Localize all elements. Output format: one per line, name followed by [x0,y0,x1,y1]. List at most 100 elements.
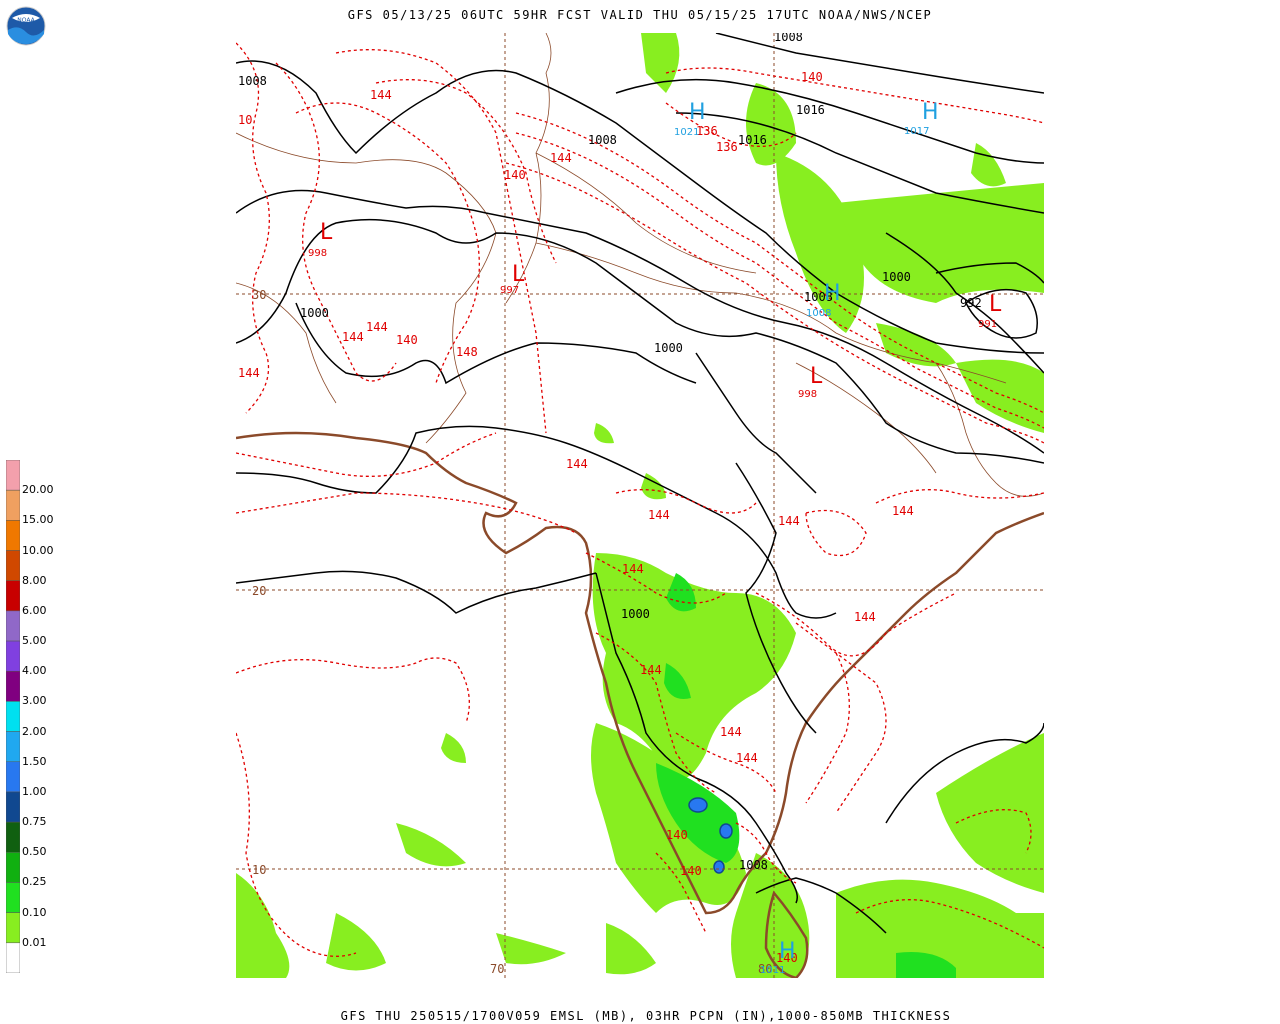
high-value: 1008 [806,308,831,319]
svg-text:144: 144 [854,610,876,624]
svg-text:144: 144 [370,88,392,102]
noaa-logo: NOAA [6,6,46,46]
low-marker: L [320,220,333,245]
latitude-labels: 30 20 10 70 80 [252,288,772,976]
precip-legend [6,460,20,973]
lon-label: 70 [490,962,504,976]
svg-text:1016: 1016 [738,133,767,147]
svg-text:1000: 1000 [882,270,911,284]
legend-swatch [6,731,20,763]
legend-label: 3.00 [22,694,47,708]
svg-text:136: 136 [716,140,738,154]
svg-text:1000: 1000 [654,341,683,355]
low-marker: L [810,364,823,389]
high-marker: H [779,939,796,964]
svg-text:144: 144 [778,514,800,528]
svg-text:1008: 1008 [774,33,803,44]
svg-text:1008: 1008 [588,133,617,147]
precip-core [688,797,733,874]
legend-label: 2.00 [22,724,47,738]
isobars [236,33,1044,934]
legend-swatch [6,460,20,491]
svg-text:140: 140 [504,168,526,182]
legend-swatch [6,791,20,823]
low-centers: L 998 L 997 L 998 L 991 [308,220,1002,400]
low-marker: L [512,262,525,287]
svg-text:144: 144 [648,508,670,522]
pressure-labels: 1008 1008 1016 1016 1008 1000 1000 1000 … [238,33,982,872]
low-marker: L [989,292,1002,317]
svg-text:144: 144 [622,562,644,576]
svg-text:144: 144 [550,151,572,165]
svg-text:140: 140 [666,828,688,842]
legend-swatch [6,550,20,581]
legend-label: 0.25 [22,875,47,889]
svg-text:144: 144 [720,725,742,739]
svg-text:144: 144 [366,320,388,334]
legend-label: 20.00 [22,483,54,497]
legend-swatch [6,610,20,642]
high-value: 1011 [760,965,785,976]
legend-label: 10.00 [22,543,54,557]
legend-swatch [6,942,20,973]
high-marker: H [824,281,841,306]
legend-swatch [6,821,20,853]
svg-text:144: 144 [566,457,588,471]
svg-text:144: 144 [892,504,914,518]
lat-label: 30 [252,288,266,302]
low-value: 991 [978,319,997,330]
svg-text:144: 144 [238,366,260,380]
lat-label: 10 [252,863,266,877]
thickness-contours [236,42,1044,957]
svg-text:992: 992 [960,296,982,310]
svg-text:1016: 1016 [796,103,825,117]
high-value: 1021 [674,127,699,138]
precip-areas [236,33,1044,978]
svg-text:140: 140 [776,951,798,965]
precip-heavy [656,573,956,978]
svg-text:140: 140 [801,70,823,84]
legend-label: 0.10 [22,905,47,919]
legend-label: 1.50 [22,754,47,768]
svg-text:1008: 1008 [238,74,267,88]
low-value: 997 [500,285,519,296]
legend-label: 0.01 [22,935,47,949]
svg-text:144: 144 [640,663,662,677]
legend-swatch [6,640,20,672]
low-value: 998 [798,389,817,400]
lat-lon-grid [236,33,1044,978]
legend-swatch [6,580,20,612]
legend-swatch [6,882,20,913]
weather-map: 30 20 10 70 80 1008 1008 1016 1016 1008 … [236,33,1044,978]
svg-text:1000: 1000 [621,607,650,621]
legend-label: 0.50 [22,845,47,859]
high-marker: H [689,100,706,125]
legend-label: 4.00 [22,664,47,678]
legend-label: 0.75 [22,815,47,829]
legend-swatch [6,489,20,521]
svg-text:140: 140 [396,333,418,347]
lon-label: 80 [758,962,772,976]
svg-text:136: 136 [696,124,718,138]
svg-text:10: 10 [238,113,252,127]
legend-label: 15.00 [22,513,54,527]
legend-swatch [6,912,20,944]
legend-swatch [6,701,20,732]
lat-label: 20 [252,584,266,598]
low-value: 998 [308,248,327,259]
legend-swatch [6,670,20,702]
map-footer: GFS THU 250515/1700V059 EMSL (MB), 03HR … [340,1009,952,1023]
svg-text:144: 144 [736,751,758,765]
svg-text:140: 140 [680,864,702,878]
legend-label: 6.00 [22,603,47,617]
map-title: GFS 05/13/25 06UTC 59HR FCST VALID THU 0… [347,8,933,22]
legend-swatch [6,852,20,883]
legend-swatch [6,761,20,793]
svg-text:1000: 1000 [300,306,329,320]
svg-text:1008: 1008 [739,858,768,872]
coastlines [236,431,1044,978]
legend-label: 5.00 [22,634,47,648]
high-value: 1017 [904,126,929,137]
legend-swatch [6,520,20,551]
legend-label: 1.00 [22,784,47,798]
